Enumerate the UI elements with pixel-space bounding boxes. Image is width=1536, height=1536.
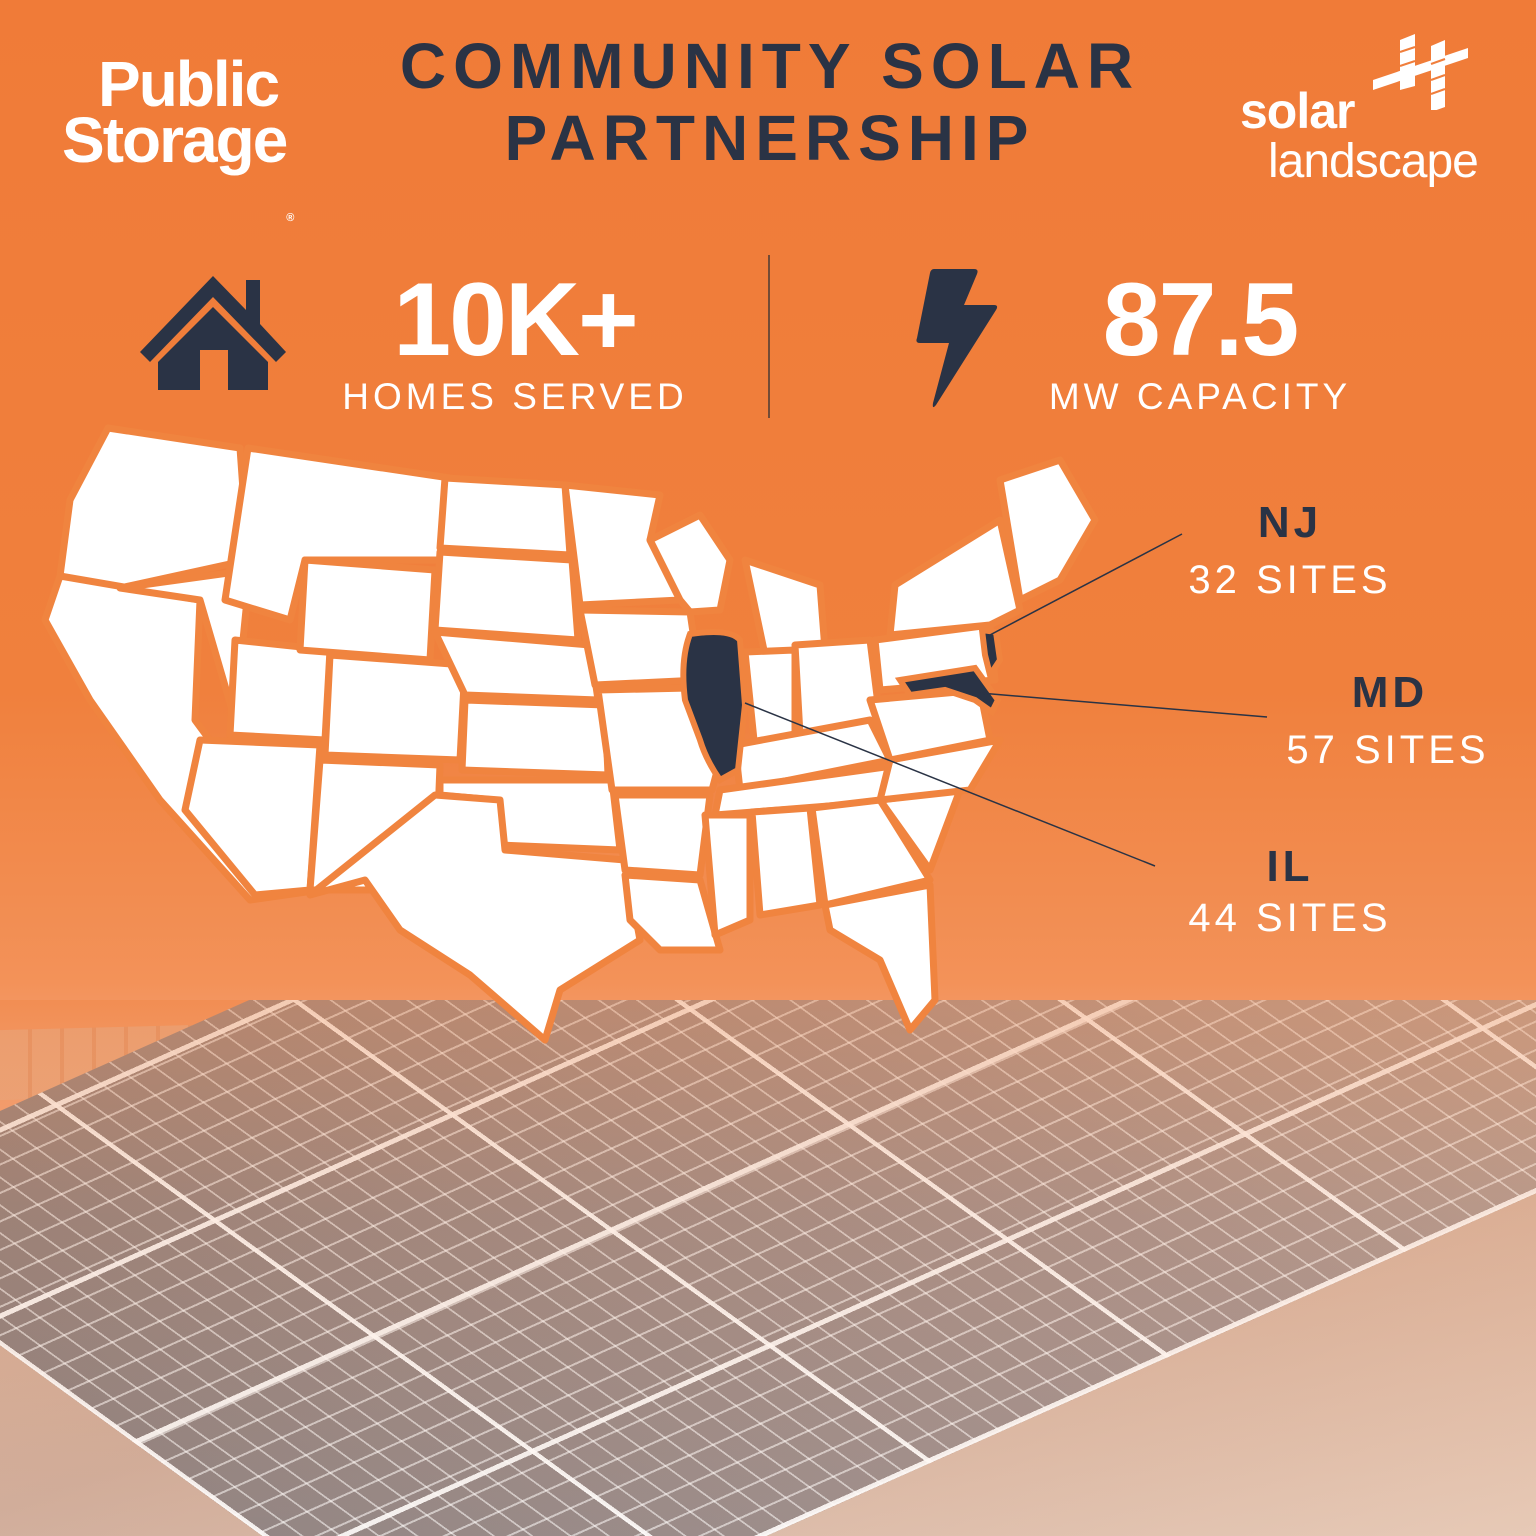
state-ne [431,628,602,704]
state-fl [821,881,939,1034]
state-new-england [996,456,1099,604]
state-az [181,736,324,899]
capacity-value: 87.5 [1102,262,1299,378]
state-nj-highlight [978,626,1004,683]
house-icon [140,276,286,390]
state-tx [306,791,644,1044]
solar-panel-rooftop-photo [0,1000,1536,1536]
state-wy [296,556,439,664]
us-map [45,424,1268,1044]
state-sd [431,548,582,644]
state-ar [611,791,714,879]
solar-landscape-logo: solar landscape [1238,30,1508,190]
lightning-bolt-icon [916,269,998,408]
state-va [866,686,994,764]
nj-sites-label: 32 SITES [1188,558,1392,602]
capacity-label: MW CAPACITY [1048,376,1352,417]
md-sites-label: 57 SITES [1286,728,1490,772]
solar-landscape-mark-icon [1373,34,1468,110]
state-ny [886,516,1024,639]
state-ms [701,811,754,939]
il-callout-line [744,702,1156,867]
md-callout-line [979,692,1268,718]
state-ga [808,796,934,909]
page-title: COMMUNITY SOLAR PARTNERSHIP [399,30,1141,174]
state-la [621,871,724,954]
homes-served-label: HOMES SERVED [342,376,688,417]
state-ut [226,636,334,744]
state-wi [646,511,734,616]
il-sites-label: 44 SITES [1188,896,1392,940]
il-state-label: IL [1266,842,1314,891]
state-nd [436,474,574,559]
nj-callout-line [987,533,1183,637]
stats-divider [768,255,770,418]
state-al [748,804,824,919]
nj-state-label: NJ [1257,498,1323,547]
homes-served-value: 10K+ [393,262,639,378]
state-ks [458,696,612,779]
md-state-label: MD [1351,668,1429,717]
state-wa-or [56,424,252,592]
state-il-highlight [680,629,749,784]
public-storage-logo: Public Storage® [62,48,295,224]
state-md-highlight [894,664,1002,717]
state-co [321,651,469,764]
